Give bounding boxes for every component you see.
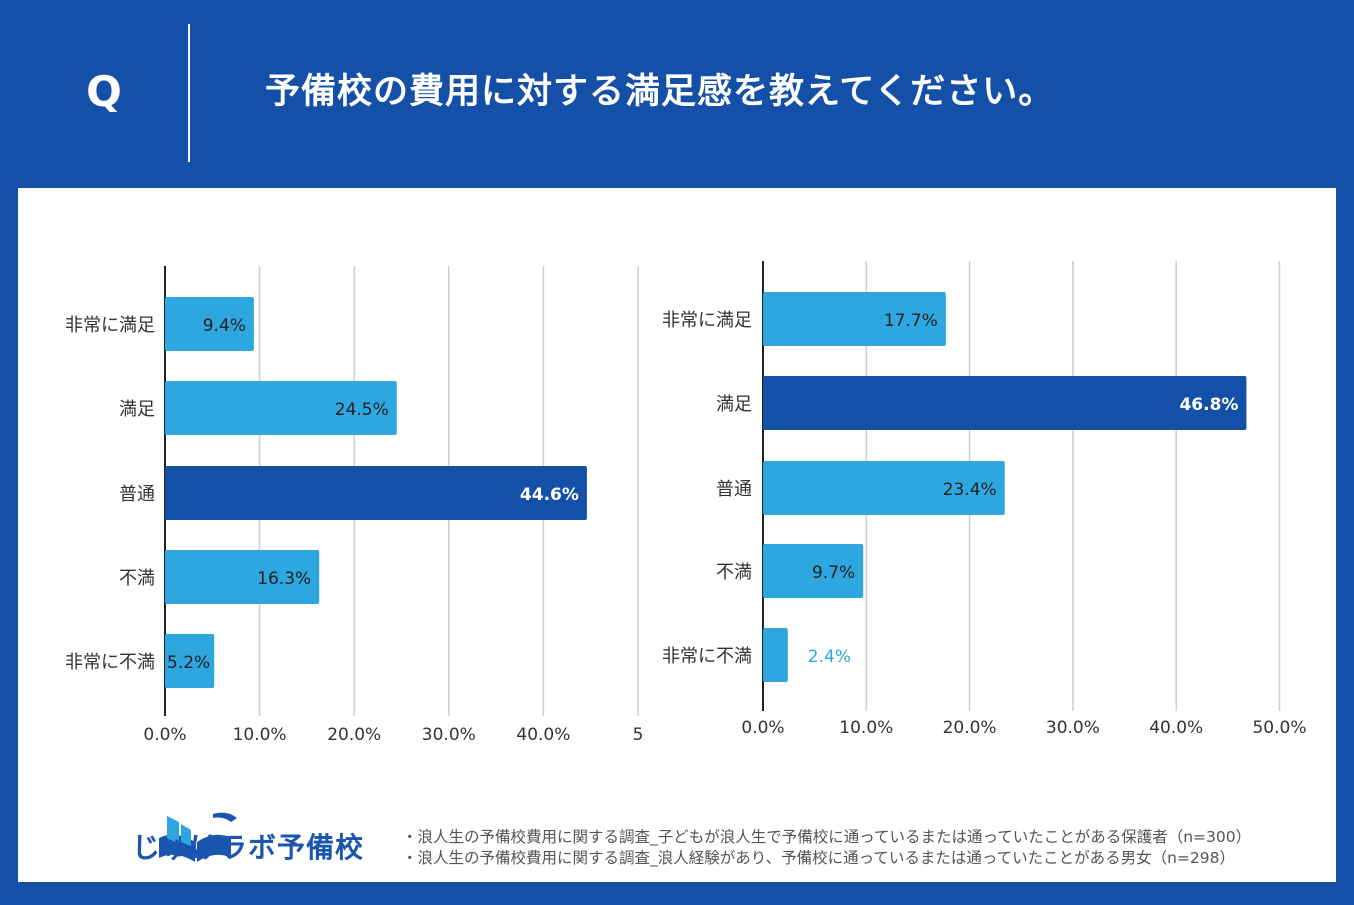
category-label: 非常に不満 bbox=[662, 646, 752, 667]
x-tick-label: 0.0% bbox=[143, 725, 186, 745]
value-label: 5.2% bbox=[167, 653, 210, 673]
category-label: 不満 bbox=[119, 568, 155, 589]
bar bbox=[165, 297, 254, 351]
header-divider bbox=[188, 24, 190, 162]
value-label: 46.8% bbox=[1179, 395, 1238, 415]
x-tick-label: 40.0% bbox=[516, 725, 570, 745]
bar bbox=[763, 544, 864, 598]
logo-text: じゅけラボ予備校 bbox=[132, 831, 365, 864]
bar bbox=[165, 466, 587, 520]
chart-2: 0.0% 10.0% 20.0% 30.0% 40.0% 50.0% 非常に満足 17.7% 満… bbox=[662, 261, 1307, 738]
value-label: 24.5% bbox=[335, 400, 389, 420]
category-label: 普通 bbox=[119, 484, 155, 505]
bar bbox=[763, 628, 788, 682]
bar bbox=[165, 381, 397, 435]
bar bbox=[763, 461, 1005, 515]
q-mark: Q bbox=[86, 67, 122, 116]
x-tick-label: 10.0% bbox=[839, 718, 893, 738]
value-label: 9.7% bbox=[812, 563, 855, 583]
bar bbox=[763, 376, 1247, 430]
value-label: 16.3% bbox=[257, 569, 311, 589]
category-label: 不満 bbox=[716, 562, 752, 583]
x-tick-label: 50.0% bbox=[1252, 718, 1306, 738]
category-label: 満足 bbox=[119, 399, 155, 420]
x-tick-label: 30.0% bbox=[1046, 718, 1100, 738]
value-label: 17.7% bbox=[884, 311, 938, 331]
x-tick-label: 0.0% bbox=[741, 718, 784, 738]
category-label: 非常に満足 bbox=[662, 310, 752, 331]
value-label: 23.4% bbox=[943, 480, 997, 500]
x-tick-label: 20.0% bbox=[943, 718, 997, 738]
x-tick-label: 10.0% bbox=[233, 725, 287, 745]
x-tick-label: 5 bbox=[633, 725, 644, 745]
value-label: 9.4% bbox=[203, 316, 246, 336]
footnote-1: ・浪人生の予備校費用に関する調査_子どもが浪人生で予備校に通っているまたは通って… bbox=[402, 828, 1252, 846]
bar bbox=[165, 550, 320, 604]
chart-1: 0.0% 10.0% 20.0% 30.0% 40.0% 5 非常に満足 9.4% 満足 24.5… bbox=[65, 266, 643, 745]
value-label: 2.4% bbox=[808, 647, 851, 667]
footnote-2: ・浪人生の予備校費用に関する調査_浪人経験があり、予備校に通っているまたは通って… bbox=[402, 849, 1235, 867]
logo-book-icon bbox=[159, 812, 237, 862]
question-title: 予備校の費用に対する満足感を教えてください。 bbox=[265, 72, 1055, 112]
value-label: 44.6% bbox=[520, 485, 579, 505]
category-label: 普通 bbox=[716, 479, 752, 500]
x-tick-label: 40.0% bbox=[1149, 718, 1203, 738]
category-label: 非常に満足 bbox=[65, 315, 155, 336]
category-label: 満足 bbox=[716, 394, 752, 415]
bar bbox=[763, 292, 946, 346]
x-tick-label: 30.0% bbox=[422, 725, 476, 745]
x-tick-label: 20.0% bbox=[327, 725, 381, 745]
category-label: 非常に不満 bbox=[65, 652, 155, 673]
bar bbox=[165, 634, 215, 688]
